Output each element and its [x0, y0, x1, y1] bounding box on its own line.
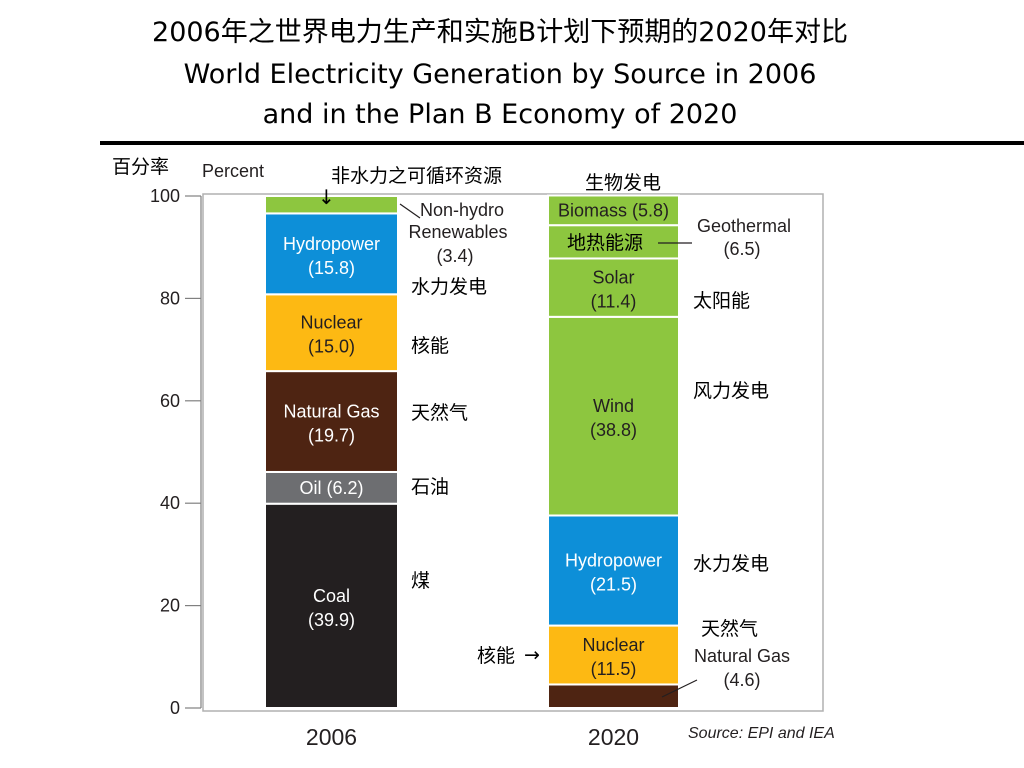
segment-label-2020-biomass: Biomass (5.8) — [558, 200, 669, 220]
segment-label-2006-oil: Oil (6.2) — [299, 478, 363, 498]
y-tick-label-0: 0 — [170, 698, 180, 718]
right-arrow-icon: → — [524, 644, 540, 666]
segment-label-2020-solar: Solar — [592, 268, 634, 288]
geothermal-label-chinese: 地热能源 — [567, 232, 644, 254]
bar-segment-2006-natural-gas — [264, 370, 399, 473]
natural-gas-2006-label-chinese: 天然气 — [411, 402, 469, 424]
segment-value-2006-hydropower: (15.8) — [308, 258, 355, 278]
source-note: Source: EPI and IEA — [688, 725, 835, 742]
chart-title-chinese: 2006年之世界电力生产和实施B计划下预期的2020年对比 — [152, 17, 848, 48]
bar-segment-2020-natural-gas — [547, 683, 680, 709]
segment-value-2006-nuclear: (15.0) — [308, 337, 355, 357]
segment-value-2006-coal: (39.9) — [308, 610, 355, 630]
leader-line-natural-gas-2020 — [661, 679, 698, 698]
hydropower-2006-label-chinese: 水力发电 — [411, 276, 488, 298]
plot-frame — [202, 193, 824, 712]
coal-label-chinese: 煤 — [411, 570, 431, 592]
segment-label-2006-coal: Coal — [313, 586, 350, 606]
chart-title-english-line-2: and in the Plan B Economy of 2020 — [262, 99, 738, 130]
bar-segment-2006-coal — [264, 502, 399, 709]
nuclear-2020-label-chinese: 核能 — [477, 645, 516, 667]
down-arrow-icon: ↓ — [318, 185, 335, 209]
y-tick-label-80: 80 — [160, 288, 180, 308]
segment-label-2006-nuclear: Nuclear — [300, 313, 362, 333]
wind-label-chinese: 风力发电 — [693, 380, 770, 402]
leader-line-non-hydro — [399, 203, 421, 219]
y-tick-label-60: 60 — [160, 391, 180, 411]
x-category-label-2006: 2006 — [306, 724, 357, 750]
bar-segment-2020-nuclear — [547, 624, 680, 686]
side-label-natural-gas-2020-value: (4.6) — [723, 670, 760, 690]
solar-label-chinese: 太阳能 — [693, 290, 751, 312]
bar-segment-2006-non-hydro-renewables — [264, 195, 399, 215]
side-label-geothermal-value: (6.5) — [723, 239, 760, 259]
x-category-label-2020: 2020 — [588, 724, 639, 750]
y-tick-label-40: 40 — [160, 493, 180, 513]
natural-gas-2020-label-chinese: 天然气 — [701, 618, 759, 640]
side-label-geothermal: Geothermal — [697, 216, 791, 236]
segment-value-2006-natural-gas: (19.7) — [308, 426, 355, 446]
nuclear-2006-label-chinese: 核能 — [411, 335, 450, 357]
oil-label-chinese: 石油 — [411, 476, 450, 498]
side-label-non-hydro: Non-hydro — [420, 200, 504, 220]
y-axis-label: Percent — [202, 161, 264, 181]
title-divider — [100, 141, 1024, 145]
chart-title-english-line-1: World Electricity Generation by Source i… — [183, 59, 817, 90]
segment-value-2020-solar: (11.4) — [591, 292, 637, 312]
segment-label-2020-wind: Wind — [593, 396, 634, 416]
segment-label-2020-hydropower: Hydropower — [565, 551, 662, 571]
side-label-renewables: Renewables — [408, 222, 507, 242]
segment-label-2020-nuclear: Nuclear — [582, 635, 644, 655]
bar-segment-2020-hydropower — [547, 514, 680, 627]
bar-segment-2006-hydropower — [264, 212, 399, 296]
bar-segment-2006-oil — [264, 470, 399, 505]
y-tick-label-20: 20 — [160, 596, 180, 616]
hydropower-2020-label-chinese: 水力发电 — [693, 553, 770, 575]
non-hydro-renewables-label-chinese: 非水力之可循环资源 — [331, 165, 503, 187]
segment-label-2006-natural-gas: Natural Gas — [283, 402, 379, 422]
segment-value-2020-wind: (38.8) — [590, 420, 637, 440]
segment-value-2020-hydropower: (21.5) — [590, 575, 637, 595]
segment-label-2006-hydropower: Hydropower — [283, 234, 380, 254]
y-axis-label-chinese: 百分率 — [112, 156, 170, 178]
side-label-non-hydro-value: (3.4) — [436, 246, 473, 266]
segment-value-2020-nuclear: (11.5) — [591, 659, 637, 679]
side-label-natural-gas-2020: Natural Gas — [694, 646, 790, 666]
bar-segment-2020-biomass — [547, 194, 680, 227]
y-tick-label-100: 100 — [150, 186, 180, 206]
biomass-label-chinese: 生物发电 — [585, 172, 662, 194]
